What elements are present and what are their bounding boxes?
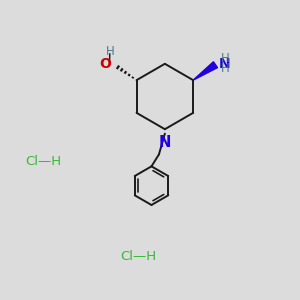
Text: Cl—H: Cl—H bbox=[25, 155, 61, 168]
Text: H: H bbox=[221, 52, 230, 65]
Text: N: N bbox=[219, 57, 231, 71]
Text: H: H bbox=[221, 62, 230, 75]
Text: O: O bbox=[99, 57, 111, 71]
Text: H: H bbox=[105, 45, 114, 58]
Text: Cl—H: Cl—H bbox=[120, 250, 156, 263]
Text: N: N bbox=[159, 134, 171, 149]
Polygon shape bbox=[193, 62, 218, 80]
